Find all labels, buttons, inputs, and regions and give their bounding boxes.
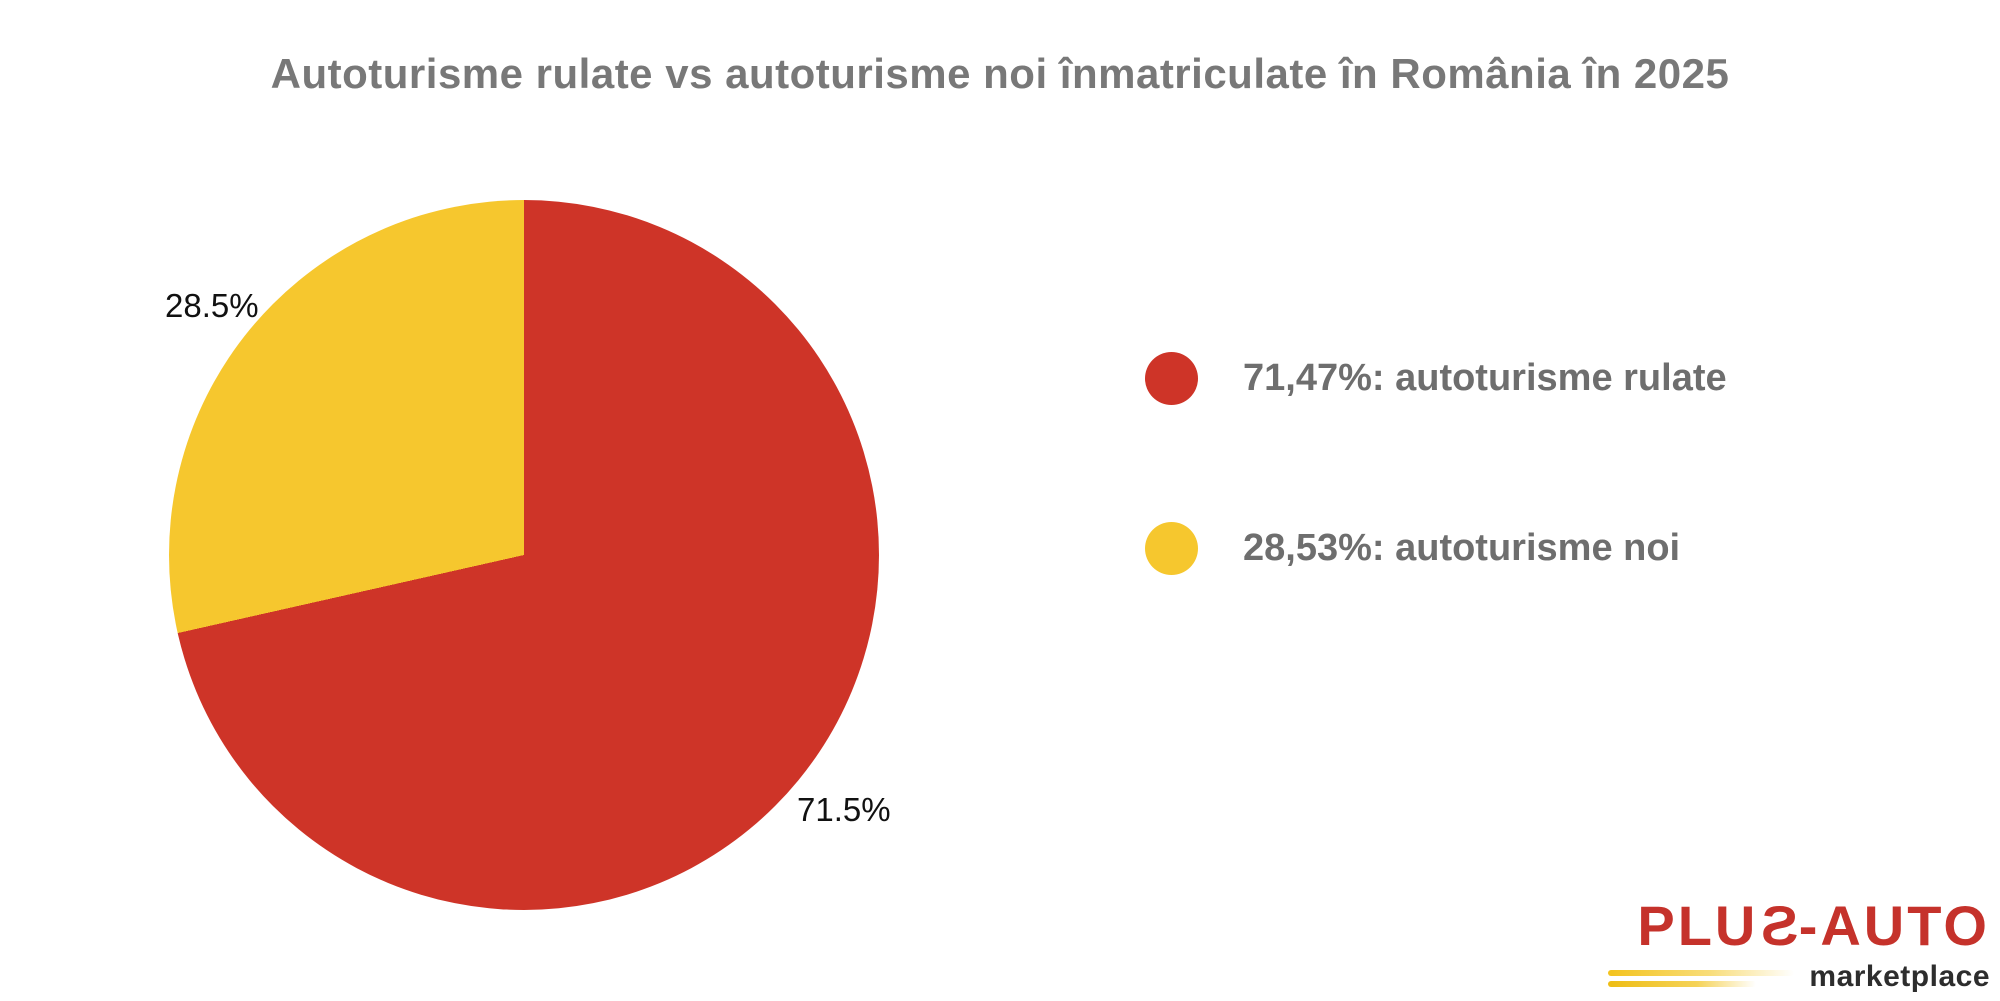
legend-label-rulate: 71,47%: autoturisme rulate xyxy=(1243,357,1727,399)
logo-text-pre: PLU xyxy=(1637,894,1759,957)
legend-swatch-rulate-icon xyxy=(1145,352,1198,405)
legend-item-noi: 28,53%: autoturisme noi xyxy=(1145,522,1727,575)
logo-letter-s-mirrored: S xyxy=(1758,894,1799,957)
legend-label-noi: 28,53%: autoturisme noi xyxy=(1243,527,1681,569)
plus-auto-logo: PLUS-AUTO marketplace xyxy=(1608,894,1990,994)
pie-slice-label-noi: 28.5% xyxy=(165,287,259,324)
logo-gradient-line-bottom xyxy=(1608,980,1756,987)
legend-item-rulate: 71,47%: autoturisme rulate xyxy=(1145,352,1727,405)
logo-text-post: -AUTO xyxy=(1798,894,1990,957)
legend: 71,47%: autoturisme rulate 28,53%: autot… xyxy=(1145,352,1727,575)
logo-gradient-line-top xyxy=(1608,969,1794,976)
pie-chart xyxy=(169,200,879,910)
logo-wordmark: PLUS-AUTO xyxy=(1608,894,1990,957)
chart-title: Autoturisme rulate vs autoturisme noi în… xyxy=(270,50,1730,97)
logo-underline-lines xyxy=(1608,968,1794,987)
logo-bottom-row: marketplace xyxy=(1608,960,1990,994)
legend-swatch-noi-icon xyxy=(1145,522,1198,575)
pie-slice-label-rulate: 71.5% xyxy=(797,791,891,828)
logo-subtitle: marketplace xyxy=(1809,960,1990,993)
